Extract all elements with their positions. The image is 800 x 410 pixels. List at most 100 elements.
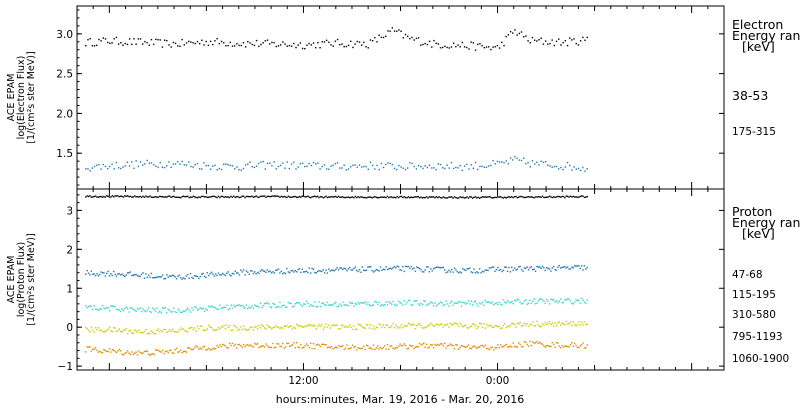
- data-point: [189, 272, 192, 275]
- data-point: [99, 329, 101, 332]
- data-point: [371, 197, 373, 199]
- data-point: [411, 268, 414, 270]
- data-point: [368, 196, 371, 198]
- data-point: [416, 325, 418, 327]
- data-point: [543, 324, 545, 327]
- data-point: [152, 353, 154, 355]
- data-point: [198, 328, 200, 330]
- data-point: [374, 168, 376, 170]
- data-point: [147, 307, 150, 309]
- data-point: [104, 330, 107, 333]
- data-point: [132, 196, 134, 198]
- data-point: [462, 267, 464, 270]
- data-point: [515, 269, 517, 271]
- data-point: [549, 165, 551, 167]
- data-point: [185, 164, 188, 166]
- data-point: [242, 167, 245, 170]
- data-point: [117, 43, 120, 45]
- data-point: [426, 166, 429, 169]
- data-point: [264, 40, 267, 42]
- data-point: [522, 270, 524, 272]
- data-point: [205, 329, 207, 331]
- data-point: [418, 322, 421, 325]
- data-point: [312, 42, 315, 44]
- data-point: [317, 162, 319, 164]
- data-point: [385, 324, 387, 326]
- data-point: [513, 267, 516, 269]
- data-point: [174, 349, 176, 351]
- data-point: [137, 165, 140, 168]
- data-point: [409, 267, 411, 270]
- data-point: [406, 35, 409, 38]
- legend-entry: 38-53: [732, 88, 768, 103]
- data-point: [291, 328, 294, 330]
- data-point: [575, 325, 577, 327]
- data-point: [386, 195, 389, 198]
- data-point: [363, 326, 365, 329]
- data-point: [424, 197, 426, 199]
- data-point: [347, 196, 350, 198]
- data-point: [184, 350, 186, 353]
- data-point: [93, 331, 95, 333]
- data-point: [181, 38, 183, 41]
- data-point: [124, 329, 126, 331]
- data-point: [227, 308, 229, 311]
- data-point: [418, 342, 421, 345]
- data-point: [301, 326, 303, 328]
- data-point: [110, 196, 112, 198]
- data-point: [518, 32, 521, 35]
- data-point: [194, 196, 196, 198]
- data-point: [385, 196, 387, 199]
- data-point: [420, 268, 422, 271]
- data-point: [245, 344, 248, 346]
- data-point: [309, 342, 312, 345]
- data-point: [136, 195, 139, 198]
- data-point: [270, 306, 273, 309]
- data-point: [368, 327, 371, 329]
- data-point: [557, 322, 559, 324]
- data-point: [212, 273, 214, 275]
- data-point: [377, 345, 379, 347]
- data-point: [377, 327, 379, 329]
- data-point: [561, 302, 563, 304]
- y-axis-label-line: [1/(cm²s ster MeV)]: [26, 51, 37, 143]
- data-point: [138, 275, 140, 277]
- data-point: [450, 46, 453, 48]
- data-point: [185, 351, 188, 353]
- data-point: [396, 30, 398, 33]
- data-point: [399, 343, 401, 345]
- data-point: [233, 304, 235, 307]
- data-point: [476, 327, 478, 330]
- data-point: [399, 326, 401, 328]
- data-point: [529, 196, 531, 198]
- data-point: [245, 304, 248, 306]
- data-point: [289, 196, 291, 198]
- data-point: [323, 343, 326, 346]
- data-point: [569, 268, 572, 270]
- data-point: [234, 196, 236, 199]
- data-point: [404, 325, 407, 327]
- data-point: [343, 164, 345, 166]
- data-point: [325, 195, 327, 197]
- data-point: [474, 272, 477, 274]
- series-175-315: [85, 156, 588, 172]
- data-point: [578, 299, 580, 302]
- data-point: [121, 353, 123, 356]
- data-point: [396, 304, 398, 306]
- data-point: [453, 322, 456, 325]
- legend-entry: 115-195: [732, 289, 776, 301]
- data-point: [437, 303, 439, 306]
- data-point: [577, 44, 580, 46]
- data-point: [135, 310, 137, 312]
- data-point: [437, 196, 439, 199]
- data-point: [418, 267, 421, 270]
- data-point: [562, 168, 564, 171]
- data-point: [147, 332, 150, 335]
- data-point: [276, 306, 278, 308]
- data-point: [113, 305, 115, 308]
- data-point: [315, 272, 317, 274]
- data-point: [233, 273, 235, 275]
- data-point: [484, 196, 486, 198]
- data-point: [99, 273, 101, 276]
- data-point: [207, 305, 210, 307]
